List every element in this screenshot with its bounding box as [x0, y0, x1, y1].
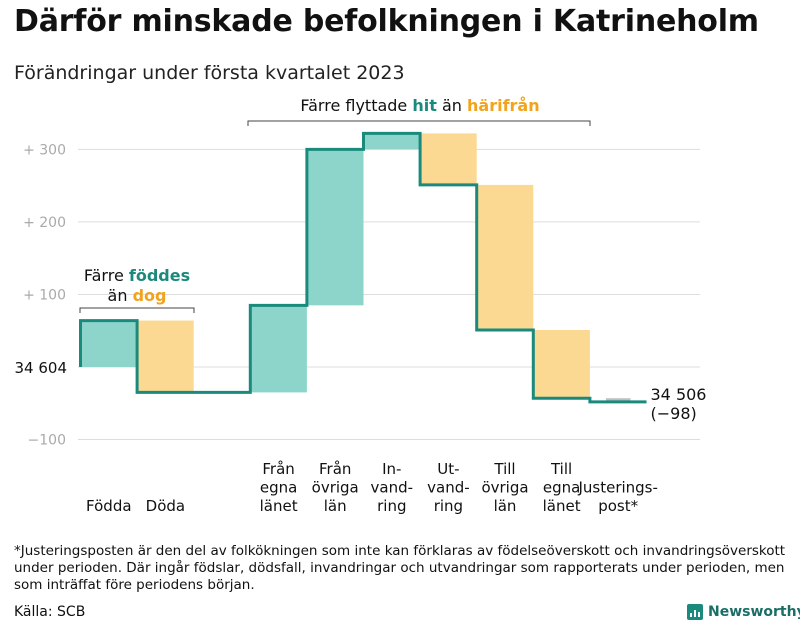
category-label-from-own-county: länet [260, 497, 298, 515]
category-label-died: Döda [146, 497, 185, 515]
bar-emigration [420, 133, 477, 185]
category-label-from-other-counties: Från [319, 460, 351, 478]
category-label-emigration: vand- [427, 479, 470, 497]
annotation-highlight-in: hit [412, 96, 437, 115]
bar-born [80, 320, 138, 367]
category-label-from-own-county: Från [262, 460, 294, 478]
source-label: Källa: SCB [14, 604, 86, 620]
category-label-immigration: vand- [371, 479, 414, 497]
end-value-label: 34 506 [651, 385, 707, 404]
annotation-text: än [108, 286, 133, 305]
end-change-label: (−98) [651, 404, 697, 423]
chart-subtitle: Förändringar under första kvartalet 2023 [14, 62, 405, 84]
bar-to-other-counties [476, 184, 534, 330]
y-tick-label: + 200 [23, 215, 66, 231]
category-label-adjustment: post* [598, 497, 638, 515]
bars-group [80, 133, 631, 402]
category-label-from-own-county: egna [260, 479, 297, 497]
y-tick-label: + 300 [23, 142, 66, 158]
category-label-to-other-counties: Till [493, 460, 515, 478]
bar-chart-icon [687, 604, 703, 620]
category-label-adjustment: Justerings- [577, 479, 657, 497]
y-tick-label: −100 [28, 433, 66, 449]
category-label-to-own-county: Till [550, 460, 572, 478]
category-label-immigration: In- [382, 460, 401, 478]
category-label-from-other-counties: län [324, 497, 347, 515]
births-bracket [79, 307, 195, 313]
bar-from-own-county [250, 305, 307, 393]
start-value-label: 34 604 [15, 359, 68, 377]
annotation-text: än [437, 96, 467, 115]
category-label-emigration: ring [434, 497, 463, 515]
newsworthy-logo: Newsworthy [687, 601, 800, 623]
bar-adjustment [605, 398, 631, 402]
annotation-highlight-born: föddes [129, 266, 190, 285]
category-label-born: Födda [86, 497, 132, 515]
step-line [79, 131, 647, 404]
annotation-highlight-out: härifrån [467, 96, 540, 115]
bar-died [137, 320, 194, 393]
category-label-to-other-counties: övriga [481, 479, 528, 497]
category-label-emigration: Ut- [437, 460, 459, 478]
bar-from-other-counties [306, 149, 364, 306]
category-label-immigration: ring [377, 497, 406, 515]
annotation-text: Färre flyttade [300, 96, 412, 115]
births-annotation-line2: än dog [108, 286, 167, 305]
logo-text: Newsworthy [708, 604, 800, 620]
bar-to-own-county [533, 329, 590, 399]
footnote: *Justeringsposten är den del av folkökni… [14, 543, 786, 593]
bar-immigration [363, 133, 421, 150]
annotation-highlight-died: dog [133, 286, 167, 305]
migration-bracket [247, 120, 591, 126]
category-label-to-other-counties: län [494, 497, 517, 515]
y-tick-label: + 100 [23, 287, 66, 303]
annotation-text: Färre [84, 266, 129, 285]
migration-annotation: Färre flyttade hit än härifrån [300, 96, 539, 115]
chart-title: Därför minskade befolkningen i Katrineho… [14, 4, 759, 39]
births-annotation-line1: Färre föddes [84, 266, 190, 285]
category-label-from-other-counties: övriga [312, 479, 359, 497]
category-label-to-own-county: egna [543, 479, 580, 497]
category-label-to-own-county: länet [543, 497, 581, 515]
